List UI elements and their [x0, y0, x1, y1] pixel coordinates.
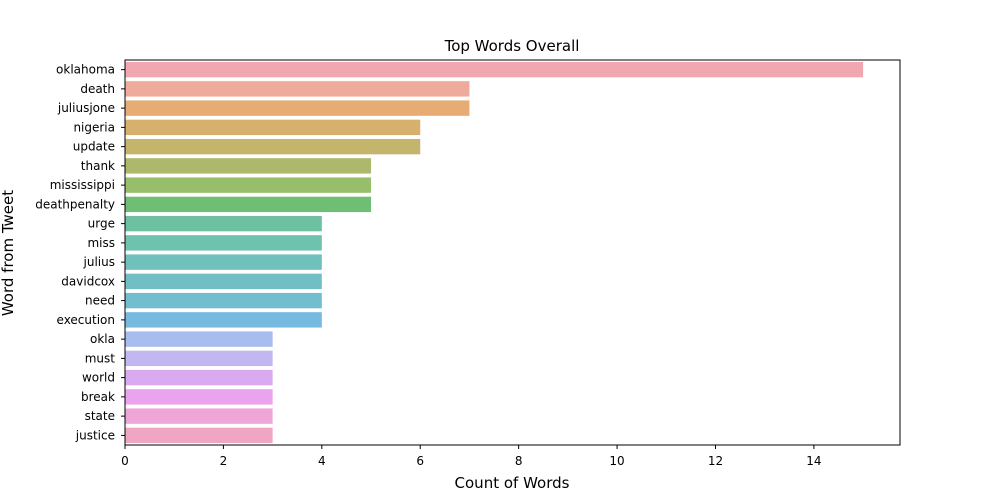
y-tick-label: world — [82, 371, 115, 385]
y-tick-label: execution — [57, 313, 115, 327]
y-tick-label: justice — [75, 428, 115, 442]
y-tick-label: oklahoma — [56, 63, 115, 77]
bar-miss — [125, 235, 322, 251]
bar-world — [125, 369, 273, 386]
x-axis-title: Count of Words — [455, 474, 570, 492]
x-tick-label: 0 — [121, 454, 129, 468]
y-tick-label: nigeria — [73, 120, 115, 134]
bar-need — [125, 292, 322, 309]
bar-urge — [125, 215, 322, 232]
chart-title: Top Words Overall — [444, 37, 580, 55]
bar-julius — [125, 254, 322, 270]
x-tick-label: 10 — [609, 454, 624, 468]
y-tick-label: julius — [83, 255, 115, 269]
y-tick-label: update — [73, 140, 115, 154]
y-tick-labels: oklahoma death juliusjone nigeria update than… — [35, 63, 125, 442]
y-axis-title: Word from Tweet — [0, 190, 17, 316]
bar-update — [125, 138, 421, 155]
y-tick-label: must — [85, 351, 116, 365]
y-tick-label: okla — [90, 332, 115, 346]
x-tick-label: 4 — [318, 454, 326, 468]
x-tick-label: 2 — [220, 454, 228, 468]
bar-state — [125, 408, 273, 424]
y-tick-label: need — [85, 294, 115, 308]
x-tick-label: 12 — [708, 454, 723, 468]
plot-frame — [124, 59, 901, 446]
y-tick-label: death — [80, 82, 115, 96]
y-tick-label: thank — [81, 159, 115, 173]
bar-davidcox — [125, 273, 322, 290]
y-tick-label: mississippi — [50, 178, 115, 192]
bar-thank — [125, 158, 372, 174]
bar-nigeria — [125, 119, 421, 136]
y-tick-label: deathpenalty — [35, 197, 115, 211]
x-tick-label: 8 — [515, 454, 523, 468]
y-tick-label: state — [85, 409, 115, 423]
y-tick-label: juliusjone — [57, 101, 115, 115]
x-tick-label: 14 — [806, 454, 821, 468]
y-tick-label: davidcox — [61, 274, 115, 288]
bar-oklahoma — [125, 61, 864, 78]
bar-deathpenalty — [125, 196, 372, 213]
bar-break — [125, 389, 273, 405]
y-tick-label: miss — [87, 236, 115, 250]
x-tick-label: 6 — [416, 454, 424, 468]
bar-must — [125, 350, 273, 367]
x-ticks: 0 2 4 6 8 10 12 14 — [121, 445, 822, 468]
y-tick-label: urge — [88, 217, 115, 231]
bar-mississippi — [125, 177, 372, 193]
bar-justice — [125, 427, 273, 444]
bar-okla — [125, 331, 273, 347]
bar-execution — [125, 312, 322, 328]
bar-juliusjone — [125, 100, 470, 116]
bar-death — [125, 81, 470, 97]
bars-group — [125, 61, 864, 444]
y-tick-label: break — [81, 390, 115, 404]
